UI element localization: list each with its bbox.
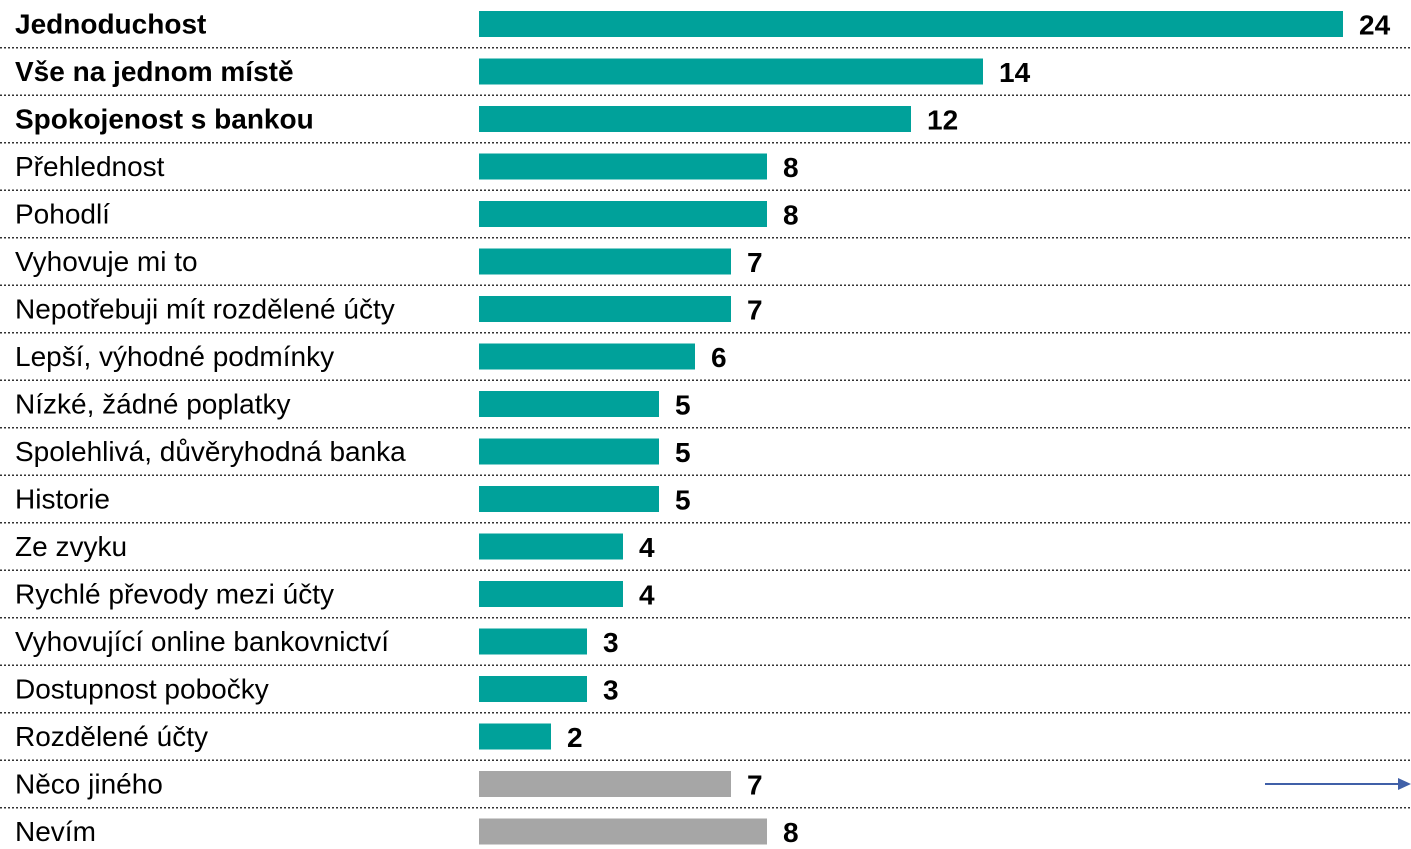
category-label: Pohodlí	[15, 198, 110, 229]
value-label: 3	[603, 627, 619, 658]
bar	[479, 11, 1343, 37]
category-label: Nepotřebuji mít rozdělené účty	[15, 293, 395, 324]
category-label: Vše na jednom místě	[15, 56, 294, 87]
category-label: Vyhovuje mi to	[15, 246, 198, 277]
bar	[479, 201, 767, 227]
value-label: 4	[639, 532, 655, 563]
value-label: 8	[783, 199, 799, 230]
value-label: 6	[711, 342, 727, 373]
category-label: Rychlé převody mezi účty	[15, 578, 334, 609]
category-label: Rozdělené účty	[15, 721, 208, 752]
bar	[479, 438, 659, 465]
category-label: Jednoduchost	[15, 8, 206, 39]
category-label: Dostupnost pobočky	[15, 673, 269, 704]
value-label: 2	[567, 722, 583, 753]
bar	[479, 628, 587, 655]
bar	[479, 106, 911, 132]
bar	[479, 153, 767, 180]
value-label: 7	[747, 247, 763, 278]
bar	[479, 58, 983, 85]
category-label: Lepší, výhodné podmínky	[15, 341, 334, 372]
value-label: 8	[783, 817, 799, 848]
value-label: 5	[675, 484, 691, 515]
bar	[479, 391, 659, 417]
bar	[479, 771, 731, 797]
bar	[479, 676, 587, 702]
bar	[479, 296, 731, 322]
value-label: 7	[747, 769, 763, 800]
value-label: 14	[999, 57, 1031, 88]
bar	[479, 818, 767, 845]
bar	[479, 581, 623, 607]
category-label: Nízké, žádné poplatky	[15, 388, 291, 419]
bar	[479, 723, 551, 750]
value-label: 24	[1359, 9, 1391, 40]
value-label: 8	[783, 152, 799, 183]
bar	[479, 343, 695, 370]
bar	[479, 486, 659, 512]
category-label: Spolehlivá, důvěryhodná banka	[15, 436, 406, 467]
arrow-head	[1398, 778, 1411, 790]
category-label: Vyhovující online bankovnictví	[15, 626, 389, 657]
category-label: Něco jiného	[15, 768, 163, 799]
value-label: 7	[747, 294, 763, 325]
category-label: Nevím	[15, 816, 96, 847]
value-label: 4	[639, 579, 655, 610]
value-label: 3	[603, 674, 619, 705]
value-label: 5	[675, 389, 691, 420]
category-label: Spokojenost s bankou	[15, 103, 314, 134]
value-label: 5	[675, 437, 691, 468]
category-label: Historie	[15, 483, 110, 514]
bar	[479, 533, 623, 560]
category-label: Přehlednost	[15, 151, 165, 182]
category-label: Ze zvyku	[15, 531, 127, 562]
value-label: 12	[927, 104, 958, 135]
bar	[479, 248, 731, 275]
